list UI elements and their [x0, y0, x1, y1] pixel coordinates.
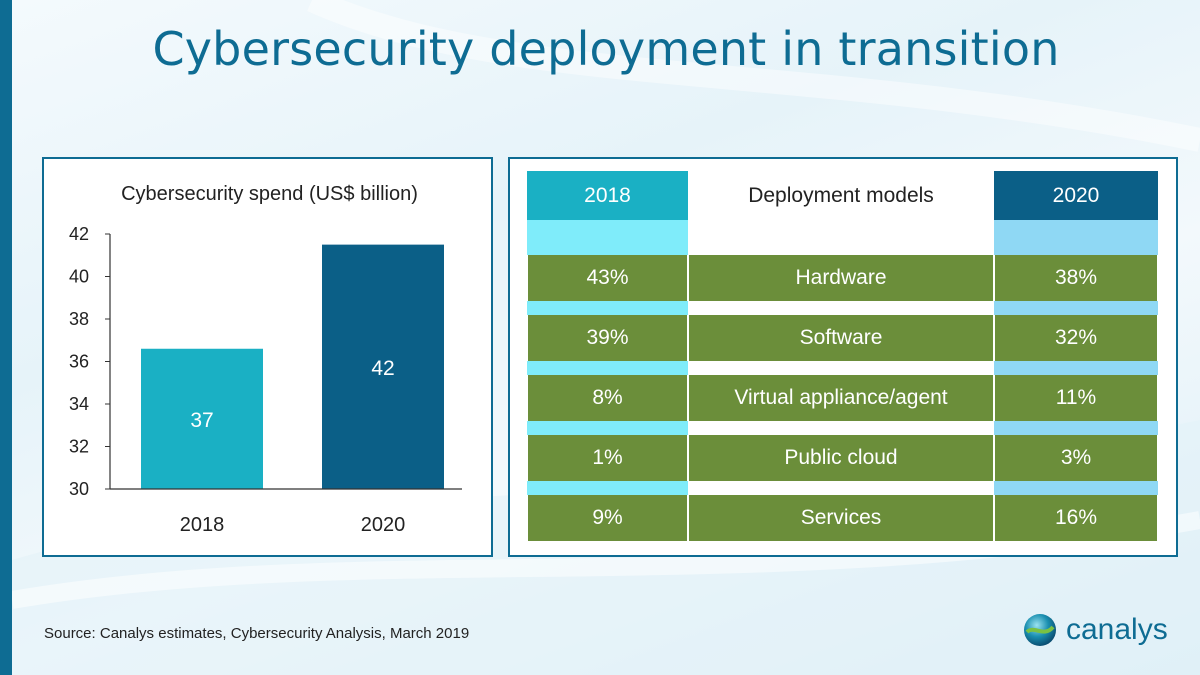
y-tick-label: 32: [69, 437, 89, 457]
strip-2018: [527, 481, 688, 495]
chart-title: Cybersecurity spend (US$ billion): [121, 183, 418, 205]
table-header-models: Deployment models: [688, 171, 994, 220]
strip-2020: [994, 421, 1158, 435]
strip-2020: [994, 361, 1158, 375]
table-cell-model: Virtual appliance/agent: [689, 375, 993, 421]
strip-2020: [994, 301, 1158, 315]
strip-2018: [527, 301, 688, 315]
strip-2020: [994, 481, 1158, 495]
y-tick-label: 40: [69, 267, 89, 287]
table-header-2018: 2018: [527, 171, 688, 220]
table-cell-model: Hardware: [689, 255, 993, 301]
table-cell-2018: 39%: [528, 315, 687, 361]
bar-2020: [322, 244, 444, 489]
table-cell-2020: 16%: [995, 495, 1157, 541]
spend-chart-panel: Cybersecurity spend (US$ billion) 37 2018…: [42, 157, 493, 557]
table-cell-2020: 32%: [995, 315, 1157, 361]
strip-2018: [527, 421, 688, 435]
bar-2018: [141, 348, 263, 489]
table-header-2020: 2020: [994, 171, 1158, 220]
bar-chart: 37 2018 42 2020 30 32 34 36 38 40 42: [69, 224, 462, 536]
page-title: Cybersecurity deployment in transition: [152, 22, 1060, 76]
table-cell-2020: 38%: [995, 255, 1157, 301]
x-tick-label: 2018: [180, 514, 225, 536]
table-cell-2020: 3%: [995, 435, 1157, 481]
y-tick-label: 34: [69, 394, 89, 414]
y-tick-label: 30: [69, 479, 89, 499]
y-tick-label: 38: [69, 309, 89, 329]
table-cell-2020: 11%: [995, 375, 1157, 421]
logo-text: canalys: [1066, 613, 1168, 646]
table-cell-2018: 9%: [528, 495, 687, 541]
table-cell-model: Public cloud: [689, 435, 993, 481]
table-cell-model: Software: [689, 315, 993, 361]
globe-icon: [1024, 614, 1056, 646]
table-cell-2018: 1%: [528, 435, 687, 481]
strip-2020: [994, 220, 1158, 255]
y-tick-label: 42: [69, 224, 89, 244]
bar-data-label: 37: [190, 409, 213, 432]
source-note: Source: Canalys estimates, Cybersecurity…: [44, 625, 470, 642]
strip-2018: [527, 361, 688, 375]
left-accent-bar: [0, 0, 12, 675]
table-cell-2018: 8%: [528, 375, 687, 421]
y-tick-label: 36: [69, 352, 89, 372]
canalys-logo: canalys: [1022, 610, 1168, 650]
bar-data-label: 42: [371, 357, 394, 380]
table-cell-model: Services: [689, 495, 993, 541]
table-cell-2018: 43%: [528, 255, 687, 301]
x-tick-label: 2020: [361, 514, 406, 536]
strip-2018: [527, 220, 688, 255]
deployment-table-panel: 2018 Deployment models 2020 43% Hardware 38% 3…: [508, 157, 1178, 557]
